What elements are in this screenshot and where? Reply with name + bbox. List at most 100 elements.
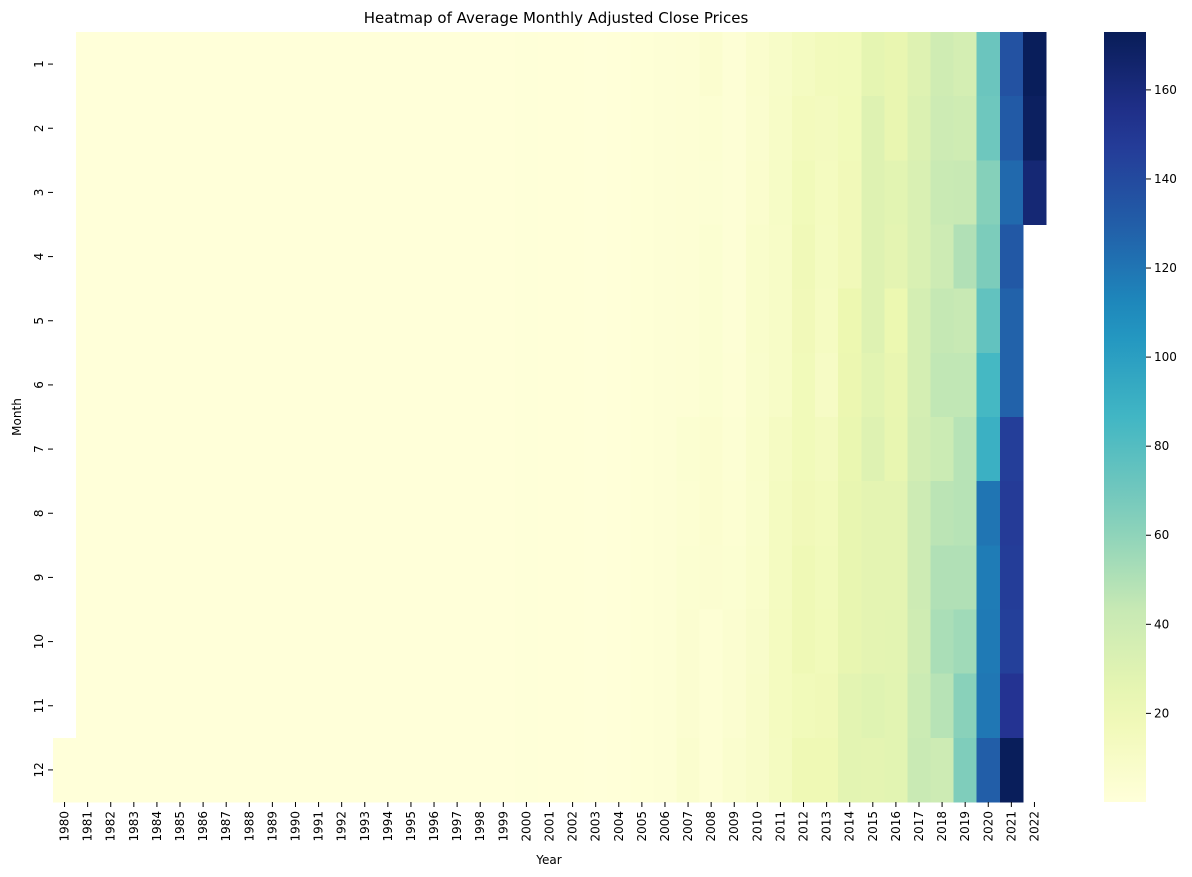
heatmap-cell xyxy=(999,545,1024,611)
heatmap-cell xyxy=(815,545,839,611)
heatmap-cell xyxy=(722,96,747,161)
heatmap-cell xyxy=(491,160,516,226)
heatmap-cell xyxy=(653,545,678,611)
heatmap-cell xyxy=(468,481,493,546)
heatmap-cell xyxy=(584,673,608,739)
heatmap-cell xyxy=(584,545,608,611)
heatmap-cell xyxy=(399,673,424,739)
heatmap-cell xyxy=(561,609,585,675)
x-tick-label: 2017 xyxy=(912,811,926,842)
heatmap-cell xyxy=(191,96,216,161)
heatmap-cell xyxy=(260,545,285,611)
heatmap-cell xyxy=(191,32,216,97)
colorbar-tick-label: 40 xyxy=(1154,617,1169,631)
heatmap-cell xyxy=(676,481,701,546)
heatmap-cell xyxy=(1022,32,1047,97)
heatmap-cell xyxy=(561,417,585,482)
heatmap-cell xyxy=(330,417,354,482)
heatmap-cell xyxy=(861,160,885,226)
heatmap-cell xyxy=(561,224,585,290)
heatmap-cell xyxy=(676,417,701,482)
heatmap-cell xyxy=(353,481,377,546)
heatmap-cell xyxy=(976,481,1001,546)
heatmap-cell xyxy=(168,160,193,226)
x-tick-label: 2008 xyxy=(704,811,718,842)
heatmap-cell xyxy=(676,32,701,97)
heatmap-cell xyxy=(353,673,377,739)
heatmap-cell xyxy=(99,545,123,611)
heatmap-cell xyxy=(722,673,747,739)
heatmap-cell xyxy=(237,545,262,611)
heatmap-cell xyxy=(122,737,146,803)
heatmap-cell xyxy=(722,737,747,803)
heatmap-cell xyxy=(561,352,585,418)
heatmap-cell xyxy=(768,160,793,226)
heatmap-cell xyxy=(653,609,678,675)
heatmap-cell xyxy=(699,673,724,739)
x-tick-label: 2010 xyxy=(750,811,764,842)
heatmap-cell xyxy=(76,32,100,97)
heatmap-cell xyxy=(953,673,978,739)
heatmap-cell xyxy=(722,160,747,226)
heatmap-cell xyxy=(214,737,239,803)
heatmap-cell xyxy=(491,352,516,418)
heatmap-cell xyxy=(676,352,701,418)
heatmap-cell xyxy=(191,352,216,418)
heatmap-cell xyxy=(676,737,701,803)
heatmap-cell xyxy=(884,417,909,482)
heatmap-cell xyxy=(999,417,1024,482)
heatmap-cell xyxy=(330,737,354,803)
heatmap-cell xyxy=(76,417,100,482)
heatmap-cell xyxy=(584,417,608,482)
heatmap-cell xyxy=(768,609,793,675)
heatmap-cell xyxy=(214,32,239,97)
heatmap-cell xyxy=(999,352,1024,418)
x-tick-label: 2019 xyxy=(958,811,972,842)
heatmap-cell xyxy=(76,96,100,161)
heatmap-cell xyxy=(283,481,308,546)
heatmap-cell xyxy=(953,224,978,290)
y-tick-label: 7 xyxy=(32,445,46,453)
heatmap-cell xyxy=(76,160,100,226)
heatmap-cell xyxy=(168,417,193,482)
heatmap-cell xyxy=(145,737,170,803)
heatmap-cell xyxy=(907,32,932,97)
heatmap-cell xyxy=(145,96,170,161)
x-tick-label: 1983 xyxy=(127,811,141,842)
heatmap-cell xyxy=(191,160,216,226)
heatmap-cell xyxy=(168,545,193,611)
heatmap-cell xyxy=(884,160,909,226)
heatmap-cell xyxy=(791,609,816,675)
heatmap-cell xyxy=(260,352,285,418)
heatmap-cell xyxy=(537,609,562,675)
heatmap-cell xyxy=(260,673,285,739)
heatmap-cell xyxy=(584,96,608,161)
heatmap-cell xyxy=(399,609,424,675)
heatmap-cell xyxy=(168,32,193,97)
heatmap-cell xyxy=(99,352,123,418)
heatmap-cell xyxy=(930,673,955,739)
heatmap-cell xyxy=(584,481,608,546)
heatmap-cell xyxy=(630,96,655,161)
heatmap-cell xyxy=(491,673,516,739)
heatmap-cell xyxy=(976,224,1001,290)
heatmap-cell xyxy=(76,545,100,611)
heatmap-cell xyxy=(976,160,1001,226)
heatmap-cell xyxy=(168,481,193,546)
heatmap-cell xyxy=(468,32,493,97)
heatmap-cell xyxy=(745,96,770,161)
heatmap-cell xyxy=(422,352,447,418)
x-tick-label: 1998 xyxy=(473,811,487,842)
heatmap-cell xyxy=(1022,96,1047,161)
heatmap-cell xyxy=(307,352,331,418)
heatmap-cell xyxy=(953,352,978,418)
heatmap-cell xyxy=(537,417,562,482)
heatmap-cell xyxy=(214,224,239,290)
heatmap-cell xyxy=(422,32,447,97)
heatmap-cell xyxy=(399,352,424,418)
heatmap-cell xyxy=(214,609,239,675)
heatmap-cell xyxy=(491,417,516,482)
heatmap-cell xyxy=(884,481,909,546)
heatmap-cell xyxy=(399,481,424,546)
heatmap-cell xyxy=(237,609,262,675)
